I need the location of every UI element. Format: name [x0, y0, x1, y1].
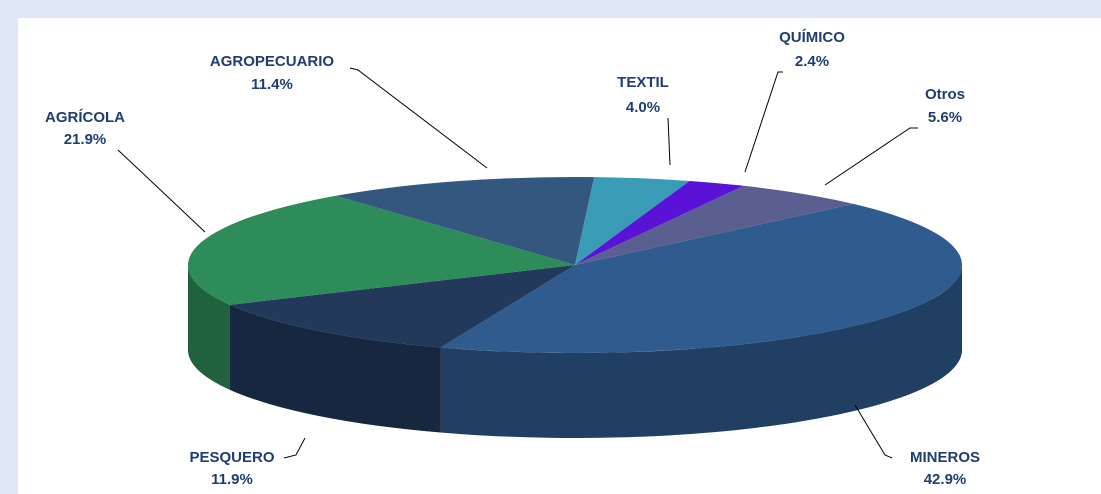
pie-side-shade: [188, 265, 230, 390]
pie-slice: [229, 265, 575, 348]
slice-value-label: 5.6%: [928, 109, 962, 126]
slice-value-label: 21.9%: [64, 131, 107, 148]
leader-line: [667, 117, 671, 166]
pie-side: [188, 265, 230, 390]
pie-side: [440, 265, 962, 438]
leader-line: [824, 127, 918, 186]
slice-label: QUÍMICO: [779, 29, 845, 46]
slice-label: PESQUERO: [189, 449, 274, 466]
slice-value-label: 11.9%: [211, 471, 253, 488]
slice-label: AGROPECUARIO: [210, 53, 335, 70]
slice-label: Otros: [925, 86, 965, 103]
slice-value-label: 2.4%: [795, 53, 829, 70]
slice-value-label: 42.9%: [924, 471, 967, 488]
pie-slice: [575, 185, 854, 265]
slice-label: MINEROS: [910, 449, 980, 466]
leader-line: [744, 71, 783, 173]
leader-line: [283, 437, 306, 459]
slice-value-label: 4.0%: [626, 99, 660, 116]
leader-line: [117, 149, 206, 233]
leader-line: [854, 404, 893, 459]
pie-slice: [440, 203, 963, 354]
slice-label: TEXTIL: [617, 74, 669, 91]
pie-slice: [575, 177, 690, 265]
pie-slice: [335, 177, 595, 265]
pie-slice: [187, 195, 575, 305]
pie-side-shade: [440, 265, 962, 438]
pie-side: [229, 304, 441, 433]
pie-slice: [575, 180, 744, 265]
leader-line: [349, 67, 488, 169]
slice-label: AGRÍCOLA: [45, 109, 125, 126]
slice-value-label: 11.4%: [251, 76, 293, 93]
pie-side-shade: [229, 304, 441, 433]
